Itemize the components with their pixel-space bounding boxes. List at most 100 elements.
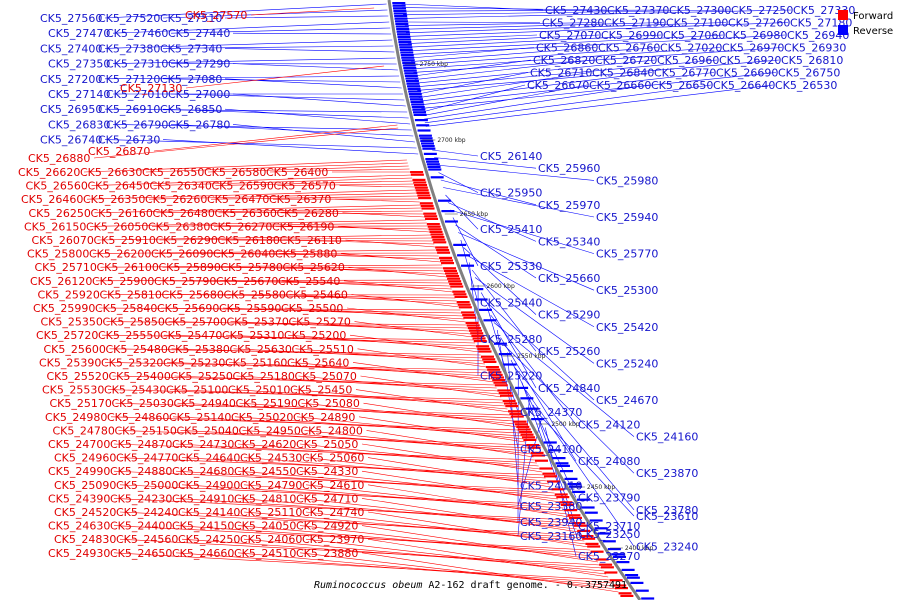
gene-label-forward: CK5_26280	[277, 207, 339, 220]
gene-label-forward: CK5_25480	[106, 343, 168, 356]
forward-gene	[543, 475, 557, 478]
reverse-gene	[427, 165, 441, 168]
gene-label-reverse: CK5_27560	[40, 12, 102, 25]
connector-forward	[361, 525, 599, 563]
connector-forward	[225, 334, 477, 347]
connector-forward	[292, 321, 472, 335]
gene-label-reverse: CK5_23240	[636, 540, 698, 553]
gene-label-reverse: CK5_25330	[480, 260, 542, 273]
connector-reverse	[422, 84, 526, 113]
forward-gene	[527, 446, 541, 449]
gene-label-forward: CK5_26100	[97, 261, 159, 274]
connector-reverse	[417, 59, 780, 91]
reverse-gene	[602, 540, 616, 543]
connector-reverse	[537, 412, 635, 517]
gene-label-forward: CK5_25100	[166, 384, 228, 397]
reverse-gene	[626, 576, 640, 579]
gene-label-forward: CK5_25140	[169, 411, 231, 424]
connector-forward	[304, 430, 532, 455]
connector-forward	[286, 266, 446, 275]
forward-gene	[450, 285, 464, 288]
gene-label-reverse: CK5_27310	[106, 58, 168, 71]
connector-forward	[367, 538, 609, 578]
forward-gene	[620, 594, 634, 597]
reverse-gene	[408, 93, 422, 96]
gene-label-forward: CK5_24740	[302, 506, 364, 519]
forward-gene	[494, 384, 508, 387]
forward-gene	[618, 592, 632, 595]
connector-forward	[162, 266, 444, 269]
gene-label-reverse: CK5_26950	[40, 103, 102, 116]
connector-forward	[334, 198, 420, 203]
connector-reverse	[432, 149, 479, 157]
connector-reverse	[514, 367, 635, 510]
gene-label-reverse: CK5_26940	[787, 29, 849, 42]
connector-reverse	[423, 84, 650, 120]
gene-label-forward: CK5_24780	[53, 424, 115, 437]
forward-gene	[489, 373, 503, 376]
gene-label-forward: CK5_25170	[50, 397, 112, 410]
forward-gene	[414, 184, 428, 187]
gene-label-forward: CK5_27570	[185, 9, 247, 22]
connector-reverse	[413, 47, 783, 73]
connector-forward	[148, 192, 417, 200]
gene-label-reverse: CK5_27370	[607, 4, 669, 17]
connector-forward	[113, 498, 572, 521]
reverse-gene	[569, 485, 583, 488]
reverse-gene	[520, 397, 534, 400]
connector-forward	[295, 348, 485, 365]
gene-label-forward: CK5_25850	[103, 316, 165, 329]
reverse-gene	[630, 581, 644, 584]
gene-label-forward: CK5_26620	[18, 166, 80, 179]
connector-reverse	[104, 139, 417, 149]
gene-label-forward: CK5_25990	[33, 302, 95, 315]
reverse-gene	[411, 103, 425, 106]
forward-gene	[480, 355, 494, 358]
gene-label-forward: CK5_24960	[54, 452, 116, 465]
gene-label-forward: CK5_24880	[110, 465, 172, 478]
connector-reverse	[415, 59, 656, 84]
forward-gene	[449, 282, 463, 285]
gene-label-reverse: CK5_26530	[775, 79, 837, 92]
forward-gene	[424, 215, 438, 218]
gene-label-forward: CK5_25550	[98, 329, 160, 342]
forward-gene	[482, 358, 496, 361]
reverse-gene	[401, 56, 415, 59]
gene-label-forward: CK5_25050	[296, 438, 358, 451]
forward-gene	[437, 251, 451, 254]
reverse-gene	[395, 22, 409, 25]
gene-label-reverse: CK5_25220	[480, 370, 542, 383]
forward-gene	[526, 444, 540, 447]
connector-forward	[367, 511, 589, 548]
connector-forward	[210, 195, 418, 200]
connector-reverse	[104, 3, 387, 19]
forward-gene	[465, 321, 479, 324]
connector-forward	[156, 207, 422, 214]
gene-label-forward: CK5_25380	[168, 343, 230, 356]
gene-label-reverse: CK5_25960	[538, 162, 600, 175]
gene-label-reverse: CK5_27440	[168, 27, 230, 40]
forward-gene	[539, 467, 553, 470]
reverse-gene	[394, 17, 408, 20]
legend-reverse-label: Reverse	[853, 26, 893, 37]
forward-gene	[510, 415, 524, 418]
reverse-gene	[396, 28, 410, 31]
forward-gene	[569, 516, 583, 519]
connector-forward	[277, 183, 415, 186]
forward-gene	[492, 379, 506, 382]
connector-forward	[301, 402, 516, 425]
forward-gene	[439, 256, 453, 259]
forward-gene	[532, 454, 546, 457]
reverse-gene	[576, 498, 590, 501]
reverse-gene	[437, 199, 451, 202]
gene-label-reverse: CK5_23250	[578, 528, 640, 541]
reverse-gene	[398, 43, 412, 46]
gene-label-forward: CK5_24700	[48, 438, 110, 451]
gene-label-reverse: CK5_23270	[578, 550, 640, 563]
gene-label-forward: CK5_24830	[54, 533, 116, 546]
gene-label-reverse: CK5_24120	[578, 418, 640, 431]
gene-label-reverse: CK5_27140	[48, 88, 110, 101]
reverse-gene	[394, 20, 408, 23]
reverse-gene	[564, 477, 578, 480]
connector-reverse	[440, 179, 537, 206]
